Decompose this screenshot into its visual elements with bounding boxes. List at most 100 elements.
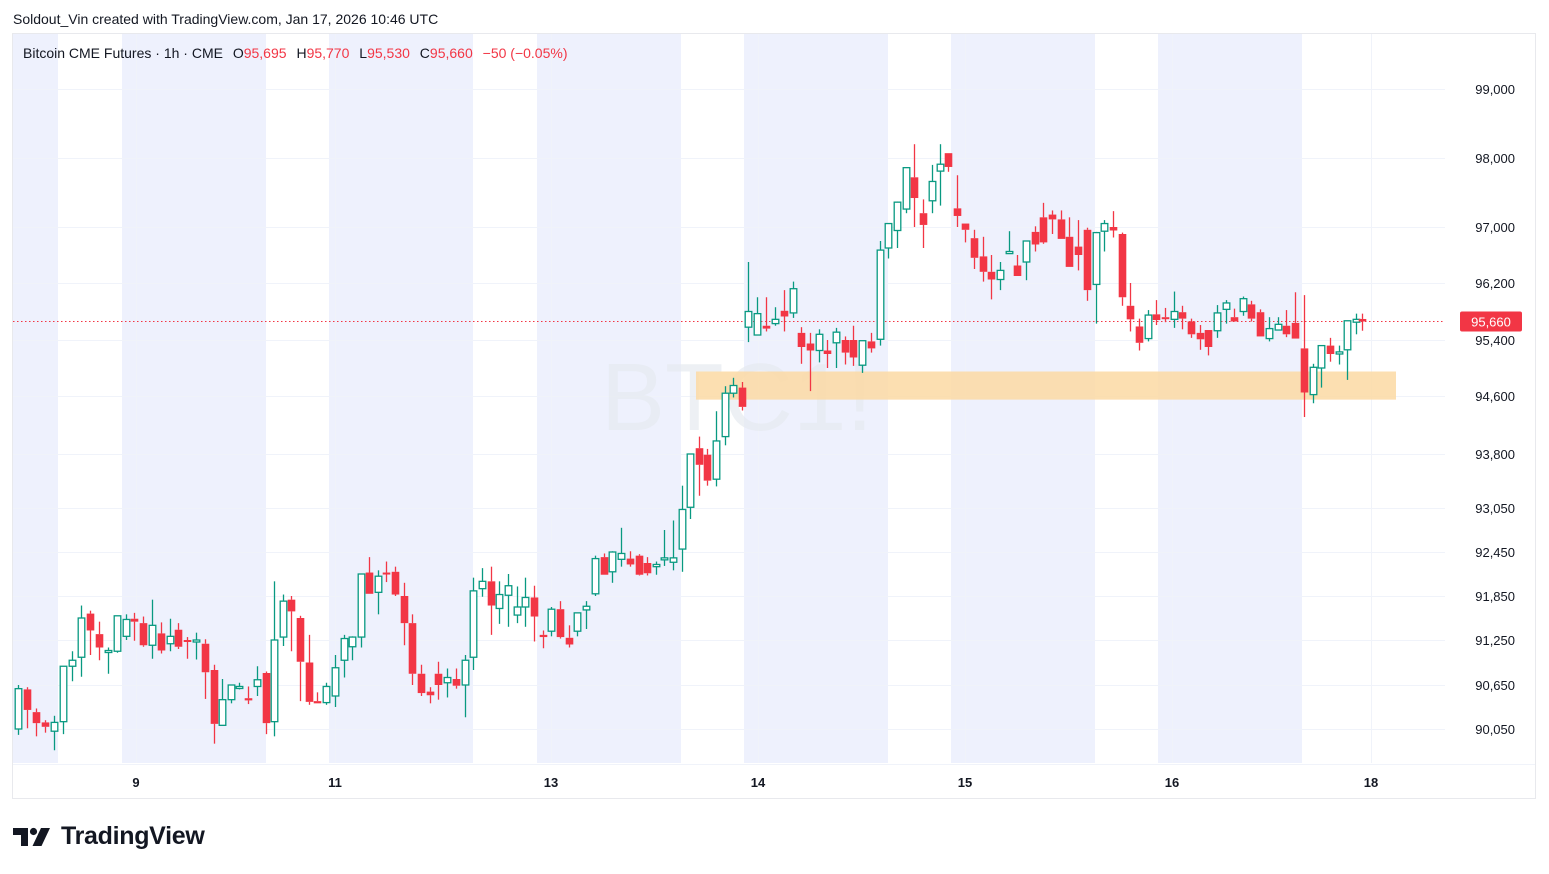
candle-down <box>1126 283 1135 332</box>
candle-down <box>1300 295 1309 418</box>
candle-down <box>287 596 296 652</box>
candle-down <box>1291 292 1300 339</box>
candle-down <box>210 664 219 744</box>
candle-down <box>1048 210 1057 234</box>
candle-down <box>23 687 32 729</box>
candle-down <box>1118 232 1127 306</box>
candle-up <box>340 634 349 678</box>
candle-up <box>858 340 867 373</box>
candle-up <box>1213 305 1222 338</box>
candle-down <box>797 327 806 364</box>
candle-down <box>1083 227 1092 301</box>
tradingview-logo[interactable]: TradingView <box>13 822 205 851</box>
time-tick-label: 15 <box>958 775 972 790</box>
candle-up <box>77 605 86 677</box>
candle-down <box>1282 310 1291 338</box>
candle-down <box>643 557 652 576</box>
candle-down <box>1065 217 1074 267</box>
candle-down <box>1031 226 1040 252</box>
price-tick-label: 95,400 <box>1475 333 1515 348</box>
time-tick-label: 16 <box>1165 775 1179 790</box>
chart-credit: Soldout_Vin created with TradingView.com… <box>13 11 439 27</box>
candle-up <box>936 144 945 206</box>
chart-legend: Bitcoin CME Futures · 1h · CME O95,695 H… <box>23 45 567 61</box>
candle-up <box>1265 317 1274 342</box>
candle-up <box>744 262 753 343</box>
candle-down <box>1161 307 1170 323</box>
candle-up <box>1274 317 1283 331</box>
candle-down <box>600 553 609 575</box>
candle-down <box>953 175 962 227</box>
candle-up <box>1144 310 1153 342</box>
candle-up <box>1092 231 1101 324</box>
time-tick-label: 18 <box>1364 775 1378 790</box>
candle-up <box>876 241 885 346</box>
candle-up <box>771 307 780 326</box>
candle-up <box>893 201 902 248</box>
price-axis[interactable]: 99,000 98,000 97,000 96,200 95,400 94,600 93,8… <box>1475 82 1515 737</box>
legend-high-value: 95,770 <box>306 45 350 61</box>
candle-down <box>244 686 253 705</box>
price-tick-label: 93,050 <box>1475 501 1515 516</box>
candle-up <box>1317 344 1326 388</box>
candle-down <box>539 630 548 649</box>
candle-up <box>50 715 59 751</box>
candle-up <box>192 632 201 660</box>
candle-down <box>262 671 271 735</box>
candle-up <box>617 527 626 567</box>
candle-down <box>1013 255 1022 276</box>
legend-high-label: H <box>296 45 307 61</box>
candle-down <box>565 625 574 648</box>
candle-up <box>1343 320 1352 380</box>
support-zone-rectangle[interactable] <box>696 371 1396 400</box>
time-axis[interactable]: 9 11 13 14 15 16 18 <box>13 764 1535 791</box>
candle-up <box>1335 345 1344 365</box>
candle-up <box>374 570 383 615</box>
time-tick-label: 9 <box>132 775 139 790</box>
legend-open-value: 95,695 <box>243 45 287 61</box>
legend-symbol[interactable]: Bitcoin CME Futures · 1h · CME <box>23 45 223 61</box>
candle-up <box>166 618 175 652</box>
candle-down <box>806 332 815 392</box>
legend-open-label: O <box>232 45 244 61</box>
candle-up <box>122 614 131 640</box>
candle-down <box>183 637 192 659</box>
legend-close-value: 95,660 <box>429 45 473 61</box>
candle-down <box>626 551 635 567</box>
candle-up <box>253 666 262 696</box>
candle-up <box>582 601 591 629</box>
candle-up <box>270 581 279 737</box>
candle-down <box>1135 318 1144 351</box>
candle-down <box>391 566 400 596</box>
candle-down <box>1187 318 1196 338</box>
candle-up <box>832 327 841 368</box>
price-tick-label: 90,050 <box>1475 722 1515 737</box>
candle-up <box>1239 296 1248 316</box>
candle-up <box>513 586 522 624</box>
price-tick-label: 93,800 <box>1475 447 1515 462</box>
candle-up <box>996 262 1005 291</box>
candle-up <box>1022 240 1031 281</box>
legend-close-label: C <box>419 45 430 61</box>
candle-up <box>348 636 357 661</box>
candle-up <box>1100 220 1109 252</box>
candle-up <box>461 655 470 718</box>
candle-down <box>365 557 374 594</box>
price-tick-label: 90,650 <box>1475 678 1515 693</box>
candle-down <box>130 612 139 641</box>
candle-up <box>59 665 68 735</box>
candle-down <box>452 668 461 689</box>
candle-up <box>1222 300 1231 324</box>
candle-up <box>753 297 762 336</box>
candle-down <box>32 708 41 737</box>
candle-down <box>41 720 50 733</box>
candle-down <box>1204 330 1213 356</box>
candle-up <box>227 684 236 704</box>
candle-up <box>678 485 687 572</box>
candle-down <box>157 622 166 654</box>
candle-down <box>530 585 539 642</box>
candle-down <box>970 229 979 269</box>
candle-up <box>14 685 23 735</box>
candle-up <box>660 530 669 566</box>
